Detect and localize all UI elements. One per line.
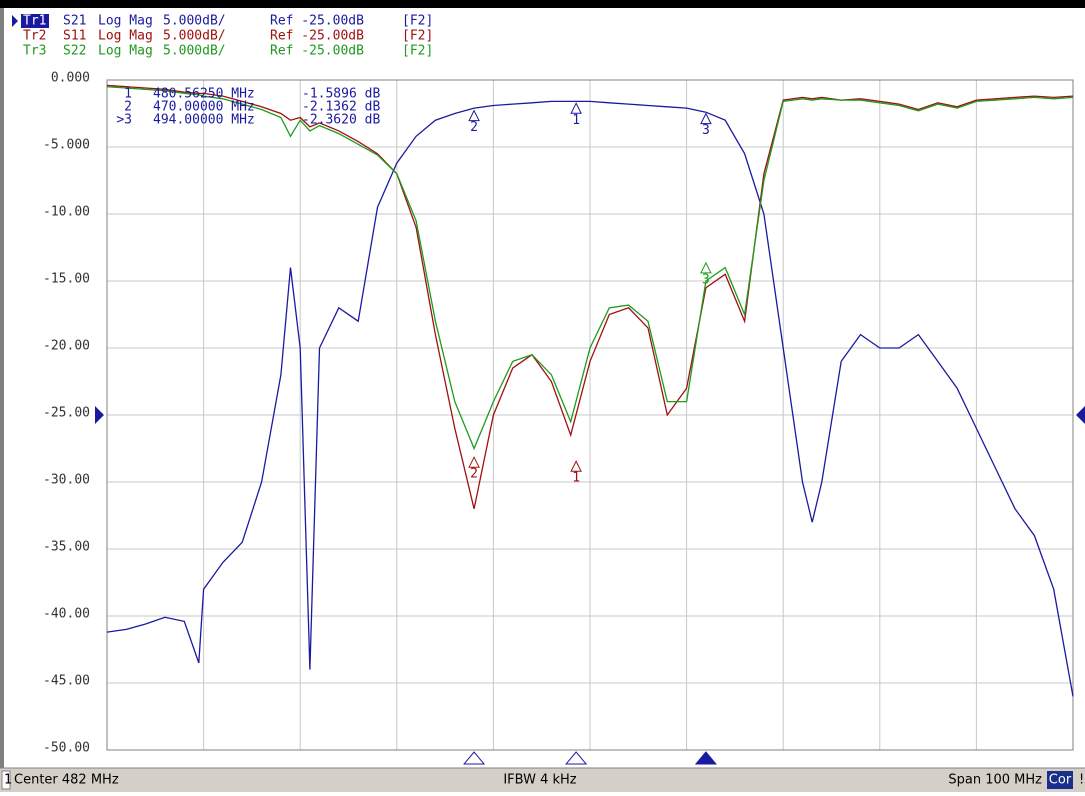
trace-channel: [F2]	[402, 44, 433, 59]
active-trace-box	[21, 14, 49, 28]
marker	[700, 112, 712, 125]
y-tick-label: -40.00	[43, 607, 90, 622]
y-tick-label: -5.000	[43, 138, 90, 153]
ref-arrow-left	[95, 406, 104, 424]
readout-freq: 480.56250 MHz	[153, 87, 255, 102]
trace-param: S22	[63, 44, 86, 59]
left-border	[0, 8, 4, 768]
trace-format: Log Mag	[98, 44, 153, 59]
marker-position-arrow	[694, 751, 717, 765]
trace-format: Log Mag	[98, 29, 153, 44]
status-span: Span 100 MHz	[948, 773, 1042, 788]
trace-channel: [F2]	[402, 29, 433, 44]
trace-format: Log Mag	[98, 14, 153, 29]
marker	[468, 456, 480, 468]
marker	[468, 109, 480, 122]
y-tick-label: -50.00	[43, 741, 90, 756]
trace-scale: 5.000dB/	[163, 14, 226, 29]
trace-scale: 5.000dB/	[163, 44, 226, 59]
trace-ref: Ref -25.00dB	[270, 29, 364, 44]
cor-box[interactable]	[1047, 771, 1073, 789]
status-flag: !	[1079, 773, 1084, 788]
y-tick-label: -20.00	[43, 339, 90, 354]
y-tick-label: -15.00	[43, 272, 90, 287]
trace-param: S21	[63, 14, 86, 29]
plot-frame	[106, 79, 1074, 751]
marker	[570, 102, 582, 114]
readout-freq: 494.00000 MHz	[153, 113, 255, 128]
trace-line	[106, 86, 1074, 451]
trace-id: Tr3	[23, 44, 46, 59]
readout-id: 2	[124, 100, 132, 115]
trace-header: Tr1 S21 Log Mag 5.000dB/Ref -25.00dB [F2]	[12, 14, 433, 29]
y-tick-label: -30.00	[43, 473, 90, 488]
marker-label: 3	[702, 272, 710, 287]
marker	[570, 460, 582, 472]
trace-line	[106, 84, 1074, 509]
trace-id: Tr2	[23, 29, 46, 44]
y-tick-label: -25.00	[43, 406, 90, 421]
status-channel: 1	[4, 773, 12, 788]
channel-box	[1, 770, 11, 790]
y-tick-label: -10.00	[43, 205, 90, 220]
y-tick-label: -45.00	[43, 674, 90, 689]
trace-ref: Ref -25.00dB	[270, 44, 364, 59]
top-bar	[0, 0, 1085, 8]
trace-scale: 5.000dB/	[163, 29, 226, 44]
marker-label: 2	[470, 120, 478, 135]
trace-header: Tr2 S11 Log Mag 5.000dB/Ref -25.00dB [F2]	[23, 29, 433, 44]
trace-header: Tr3 S22 Log Mag 5.000dB/Ref -25.00dB [F2]	[23, 44, 433, 59]
readout-value: -2.3620 dB	[302, 113, 380, 128]
readout-id: 1	[124, 87, 132, 102]
marker-position-arrow	[463, 751, 486, 765]
y-tick-label: 0.000	[51, 71, 90, 86]
marker-position-arrow	[565, 751, 588, 765]
marker-label: 3	[702, 123, 710, 138]
status-cor[interactable]: Cor	[1049, 773, 1072, 788]
active-trace-pointer	[12, 15, 18, 27]
trace-param: S11	[63, 29, 86, 44]
readout-id: >3	[116, 113, 132, 128]
ref-arrow-right	[1076, 406, 1085, 424]
marker	[700, 261, 712, 274]
readout-freq: 470.00000 MHz	[153, 100, 255, 115]
trace-id: Tr1	[23, 14, 46, 29]
trace-line	[106, 100, 1074, 697]
marker-label: 2	[470, 467, 478, 482]
readout-value: -2.1362 dB	[302, 100, 380, 115]
status-ifbw: IFBW 4 kHz	[503, 773, 576, 788]
trace-ref: Ref -25.00dB	[270, 14, 364, 29]
marker-label: 1	[572, 471, 580, 486]
status-bar	[0, 768, 1085, 792]
marker-label: 1	[572, 113, 580, 128]
y-tick-label: -35.00	[43, 540, 90, 555]
status-center: Center 482 MHz	[14, 773, 119, 788]
trace-channel: [F2]	[402, 14, 433, 29]
readout-value: -1.5896 dB	[302, 87, 380, 102]
